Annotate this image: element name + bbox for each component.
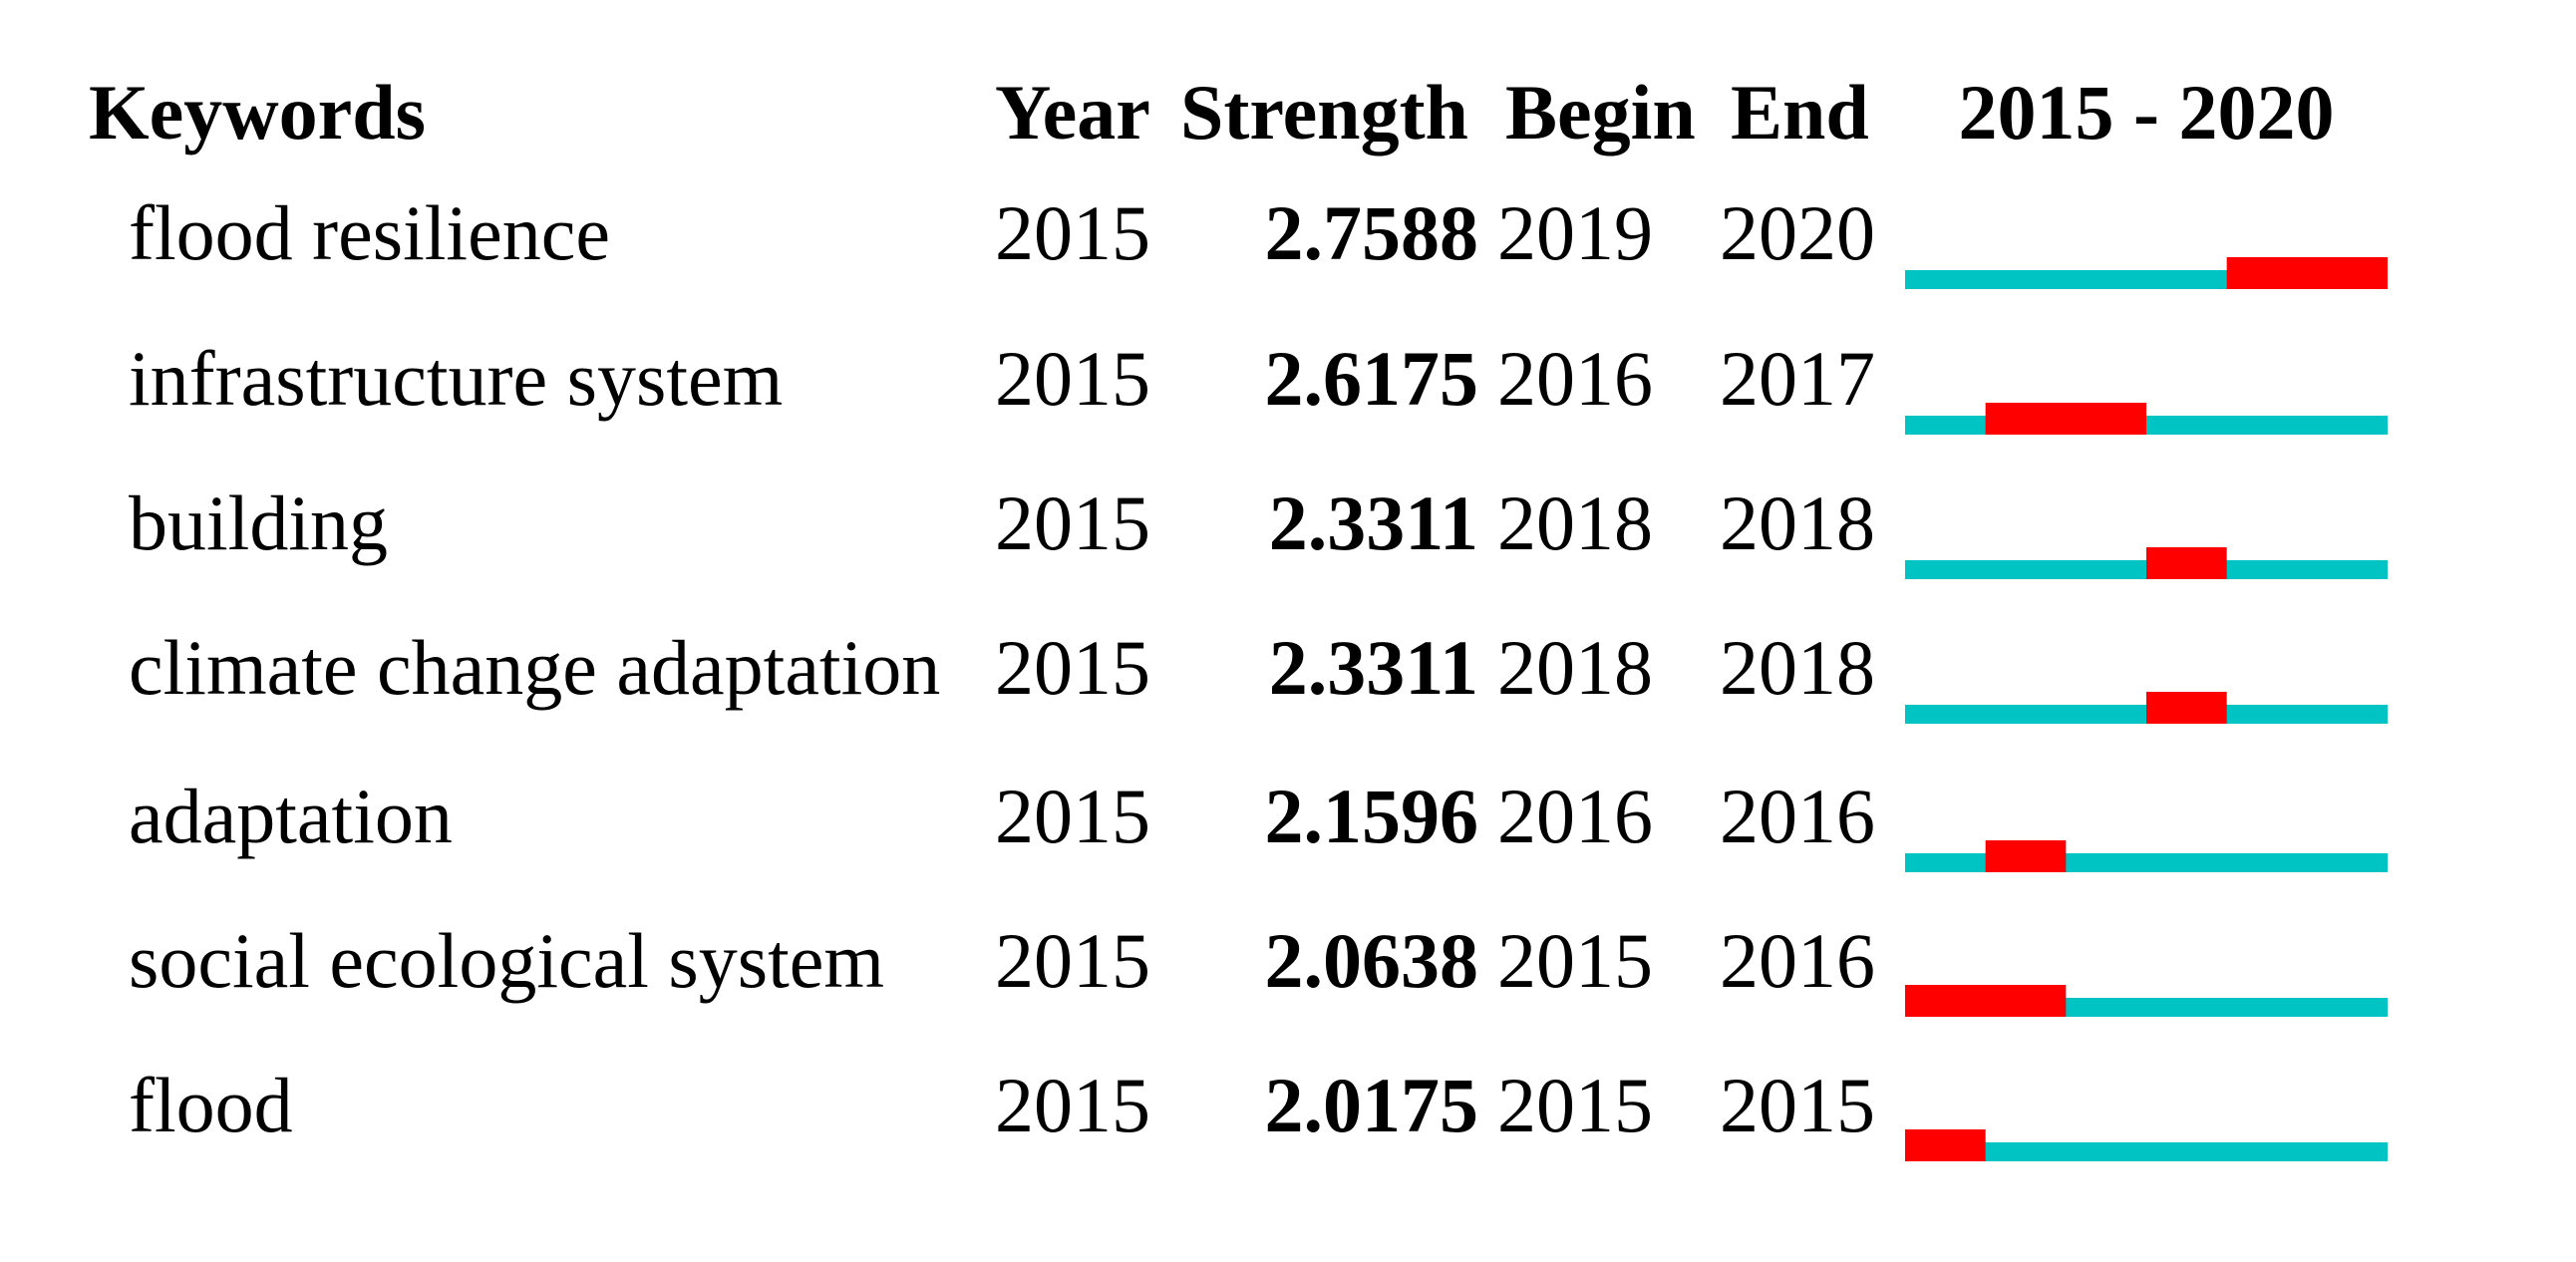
burst-bar [2146, 547, 2227, 579]
burst-bar [1985, 840, 2067, 872]
burst-bar [2146, 692, 2227, 724]
header-begin: Begin [1505, 69, 1696, 156]
header-end: End [1731, 69, 1869, 156]
begin: 2018 [1497, 479, 1653, 566]
burst-bar [1905, 985, 2067, 1017]
end: 2017 [1720, 335, 1875, 422]
strength: 2.3311 [1269, 479, 1478, 566]
strength: 2.0638 [1265, 917, 1479, 1004]
begin: 2016 [1497, 773, 1653, 859]
year: 2015 [995, 917, 1150, 1004]
keyword: building [129, 479, 388, 566]
keyword: flood [129, 1062, 293, 1148]
year: 2015 [995, 335, 1150, 422]
keyword: infrastructure system [129, 335, 783, 422]
strength: 2.3311 [1269, 624, 1478, 711]
end: 2016 [1720, 917, 1875, 1004]
begin: 2019 [1497, 189, 1653, 276]
end: 2018 [1720, 624, 1875, 711]
burst-bar [1905, 1129, 1986, 1161]
begin: 2015 [1497, 917, 1653, 1004]
burst-bar [2226, 257, 2388, 289]
keyword: flood resilience [129, 189, 610, 276]
burst-bar [1985, 403, 2146, 435]
header-year: Year [995, 69, 1150, 156]
timeline [1905, 853, 2388, 872]
end: 2016 [1720, 773, 1875, 859]
strength: 2.7588 [1265, 189, 1479, 276]
strength: 2.6175 [1265, 335, 1479, 422]
timeline [1905, 1142, 2388, 1161]
end: 2018 [1720, 479, 1875, 566]
year: 2015 [995, 624, 1150, 711]
year: 2015 [995, 1062, 1150, 1148]
strength: 2.1596 [1265, 773, 1479, 859]
strength: 2.0175 [1265, 1062, 1479, 1148]
begin: 2015 [1497, 1062, 1653, 1148]
year: 2015 [995, 773, 1150, 859]
keyword: social ecological system [129, 917, 884, 1004]
year: 2015 [995, 189, 1150, 276]
end: 2020 [1720, 189, 1875, 276]
header-keywords: Keywords [89, 69, 426, 156]
year: 2015 [995, 479, 1150, 566]
end: 2015 [1720, 1062, 1875, 1148]
keyword: adaptation [129, 773, 453, 859]
header-strength: Strength [1180, 69, 1468, 156]
begin: 2018 [1497, 624, 1653, 711]
header-timeline: 2015 - 2020 [1959, 69, 2335, 156]
keyword: climate change adaptation [129, 624, 940, 711]
begin: 2016 [1497, 335, 1653, 422]
